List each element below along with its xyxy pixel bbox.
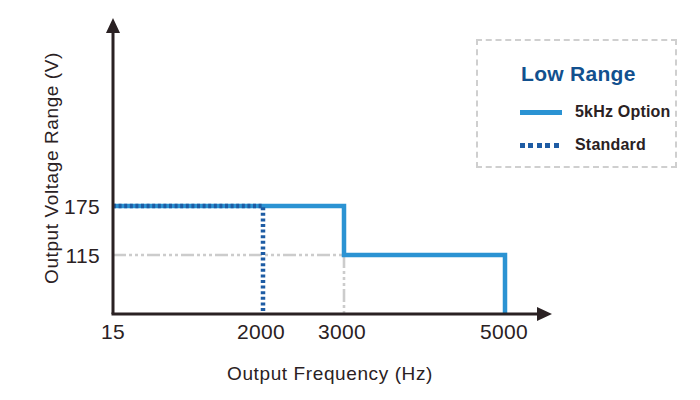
reference-lines-layer bbox=[113, 255, 344, 314]
series-line-5khz-option bbox=[113, 206, 505, 314]
legend-label-standard: Standard bbox=[575, 136, 646, 154]
x-tick-label-2000: 2000 bbox=[216, 320, 306, 344]
series-line-standard bbox=[113, 206, 263, 314]
x-axis-arrow-icon bbox=[537, 307, 552, 321]
legend-title: Low Range bbox=[521, 61, 675, 87]
y-axis-title: Output Voltage Range (V) bbox=[41, 18, 63, 318]
legend: Low Range 5kHz Option Standard bbox=[476, 39, 677, 168]
legend-label-5khz-option: 5kHz Option bbox=[575, 103, 671, 121]
x-tick-label-15: 15 bbox=[68, 320, 158, 344]
solid-line-swatch-icon bbox=[520, 110, 562, 115]
x-tick-label-3000: 3000 bbox=[297, 320, 387, 344]
x-tick-label-5000: 5000 bbox=[459, 320, 549, 344]
legend-item-5khz-option: 5kHz Option bbox=[520, 103, 675, 121]
voltage-frequency-chart: 15200030005000 175115 Output Frequency (… bbox=[0, 0, 700, 400]
series-lines-layer bbox=[113, 206, 505, 314]
legend-item-standard: Standard bbox=[520, 136, 675, 154]
y-axis-arrow-icon bbox=[106, 18, 120, 33]
dashed-line-swatch-icon bbox=[520, 143, 562, 148]
x-axis-title: Output Frequency (Hz) bbox=[227, 363, 433, 385]
